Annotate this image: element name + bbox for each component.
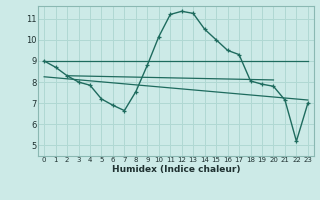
X-axis label: Humidex (Indice chaleur): Humidex (Indice chaleur) xyxy=(112,165,240,174)
